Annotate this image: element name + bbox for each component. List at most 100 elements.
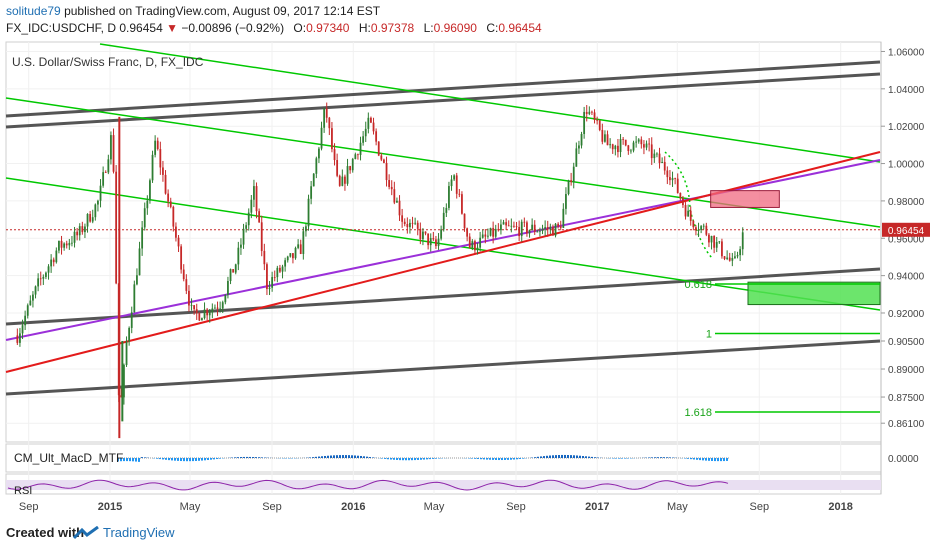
upper-channel-line bbox=[5, 72, 881, 129]
resistance-zone bbox=[710, 190, 780, 208]
candle-body bbox=[299, 244, 302, 254]
candle-body bbox=[273, 277, 276, 278]
candle-body bbox=[331, 128, 333, 150]
candle-body bbox=[362, 136, 365, 143]
candle-body bbox=[123, 364, 125, 398]
candle-body bbox=[91, 217, 94, 222]
dotted-projection bbox=[664, 151, 713, 259]
price-tick-label: 0.92000 bbox=[888, 309, 925, 320]
symbol-label[interactable]: FX_IDC:USDCHF, D bbox=[6, 21, 117, 35]
grid bbox=[6, 42, 881, 494]
green-channel-line bbox=[5, 177, 881, 311]
candle-body bbox=[695, 227, 697, 231]
candle-body bbox=[21, 325, 24, 334]
candle-body bbox=[507, 225, 510, 227]
candle-body bbox=[255, 186, 258, 212]
time-tick-label: Sep bbox=[262, 501, 282, 513]
macd-axis-label: 0.0000 bbox=[888, 454, 919, 465]
candle-body bbox=[432, 238, 435, 240]
candle-body bbox=[500, 224, 502, 231]
candle-body bbox=[549, 226, 552, 230]
candle-body bbox=[679, 192, 682, 199]
candle-body bbox=[146, 200, 149, 209]
candle-body bbox=[726, 257, 729, 259]
ohlc-legend: FX_IDC:USDCHF, D 0.96454 ▼ −0.00896 (−0.… bbox=[6, 21, 542, 35]
candle-body bbox=[388, 180, 391, 187]
candle-body bbox=[185, 279, 188, 291]
candle-body bbox=[557, 223, 560, 227]
candle-body bbox=[448, 186, 450, 208]
candle-body bbox=[128, 327, 131, 342]
candle-body bbox=[585, 111, 588, 114]
candle-body bbox=[63, 243, 66, 248]
candle-body bbox=[544, 227, 547, 229]
candle-body bbox=[182, 269, 185, 280]
candle-body bbox=[201, 318, 203, 321]
author-link[interactable]: solitude79 bbox=[6, 4, 61, 18]
main-pane[interactable] bbox=[5, 41, 882, 443]
candle-body bbox=[611, 144, 614, 150]
candle-body bbox=[505, 222, 508, 226]
candle-body bbox=[50, 259, 53, 267]
candle-body bbox=[102, 172, 105, 186]
candle-body bbox=[385, 162, 388, 181]
candle-body bbox=[666, 170, 669, 178]
candle-body bbox=[68, 242, 71, 246]
candle-body bbox=[393, 189, 396, 203]
candle-body bbox=[650, 144, 653, 159]
candle-body bbox=[554, 223, 557, 236]
candle-body bbox=[198, 313, 201, 321]
time-tick-label: May bbox=[180, 501, 201, 513]
candle-body bbox=[630, 150, 632, 152]
candle-body bbox=[398, 200, 401, 216]
candle-body bbox=[578, 145, 580, 149]
price-chart[interactable]: 0.618 1 1.618 1.06000 1.04000 1.02000 1.00000… bbox=[0, 40, 932, 516]
candle-body bbox=[351, 158, 354, 171]
candle-body bbox=[396, 200, 398, 203]
macd-pane[interactable] bbox=[5, 443, 882, 473]
rsi-label: RSI bbox=[14, 485, 32, 497]
candle-body bbox=[318, 148, 320, 159]
price-tick-label: 0.87500 bbox=[888, 393, 925, 404]
candle-body bbox=[229, 269, 232, 282]
time-tick-label: 2017 bbox=[585, 501, 609, 513]
candle-body bbox=[143, 208, 146, 228]
candle-body bbox=[307, 198, 310, 227]
candle-body bbox=[253, 186, 255, 200]
candle-body bbox=[687, 210, 690, 217]
candle-body bbox=[494, 228, 497, 237]
candle-body bbox=[601, 129, 604, 142]
candle-body bbox=[510, 225, 513, 227]
candle-body bbox=[580, 134, 583, 146]
price-tick-label: 0.89000 bbox=[888, 365, 925, 376]
candle-body bbox=[234, 264, 237, 273]
candle-body bbox=[461, 194, 463, 214]
candle-body bbox=[708, 234, 710, 243]
candle-body bbox=[546, 227, 549, 230]
candle-body bbox=[692, 220, 695, 228]
candle-body bbox=[723, 256, 726, 259]
candle-body bbox=[734, 256, 736, 258]
candle-body bbox=[710, 235, 713, 243]
open-label: O: bbox=[293, 21, 307, 35]
time-tick-label: 2018 bbox=[828, 501, 852, 513]
time-tick-label: May bbox=[424, 501, 445, 513]
last-price-text: 0.96454 bbox=[888, 226, 925, 237]
candle-body bbox=[676, 178, 679, 193]
candle-body bbox=[427, 233, 430, 246]
candle-body bbox=[97, 200, 99, 205]
candle-body bbox=[359, 142, 362, 155]
candle-body bbox=[718, 241, 721, 243]
candle-body bbox=[193, 305, 196, 310]
candle-body bbox=[34, 286, 37, 295]
candle-body bbox=[541, 228, 544, 231]
candle-body bbox=[645, 143, 648, 148]
candle-body bbox=[497, 228, 500, 231]
candle-body bbox=[370, 117, 372, 123]
tradingview-brand[interactable]: TradingView bbox=[103, 525, 175, 540]
candle-body bbox=[164, 174, 167, 194]
candle-body bbox=[609, 144, 612, 146]
candle-body bbox=[682, 198, 684, 206]
candle-body bbox=[115, 171, 118, 284]
fib-label: 1.618 bbox=[684, 407, 712, 419]
